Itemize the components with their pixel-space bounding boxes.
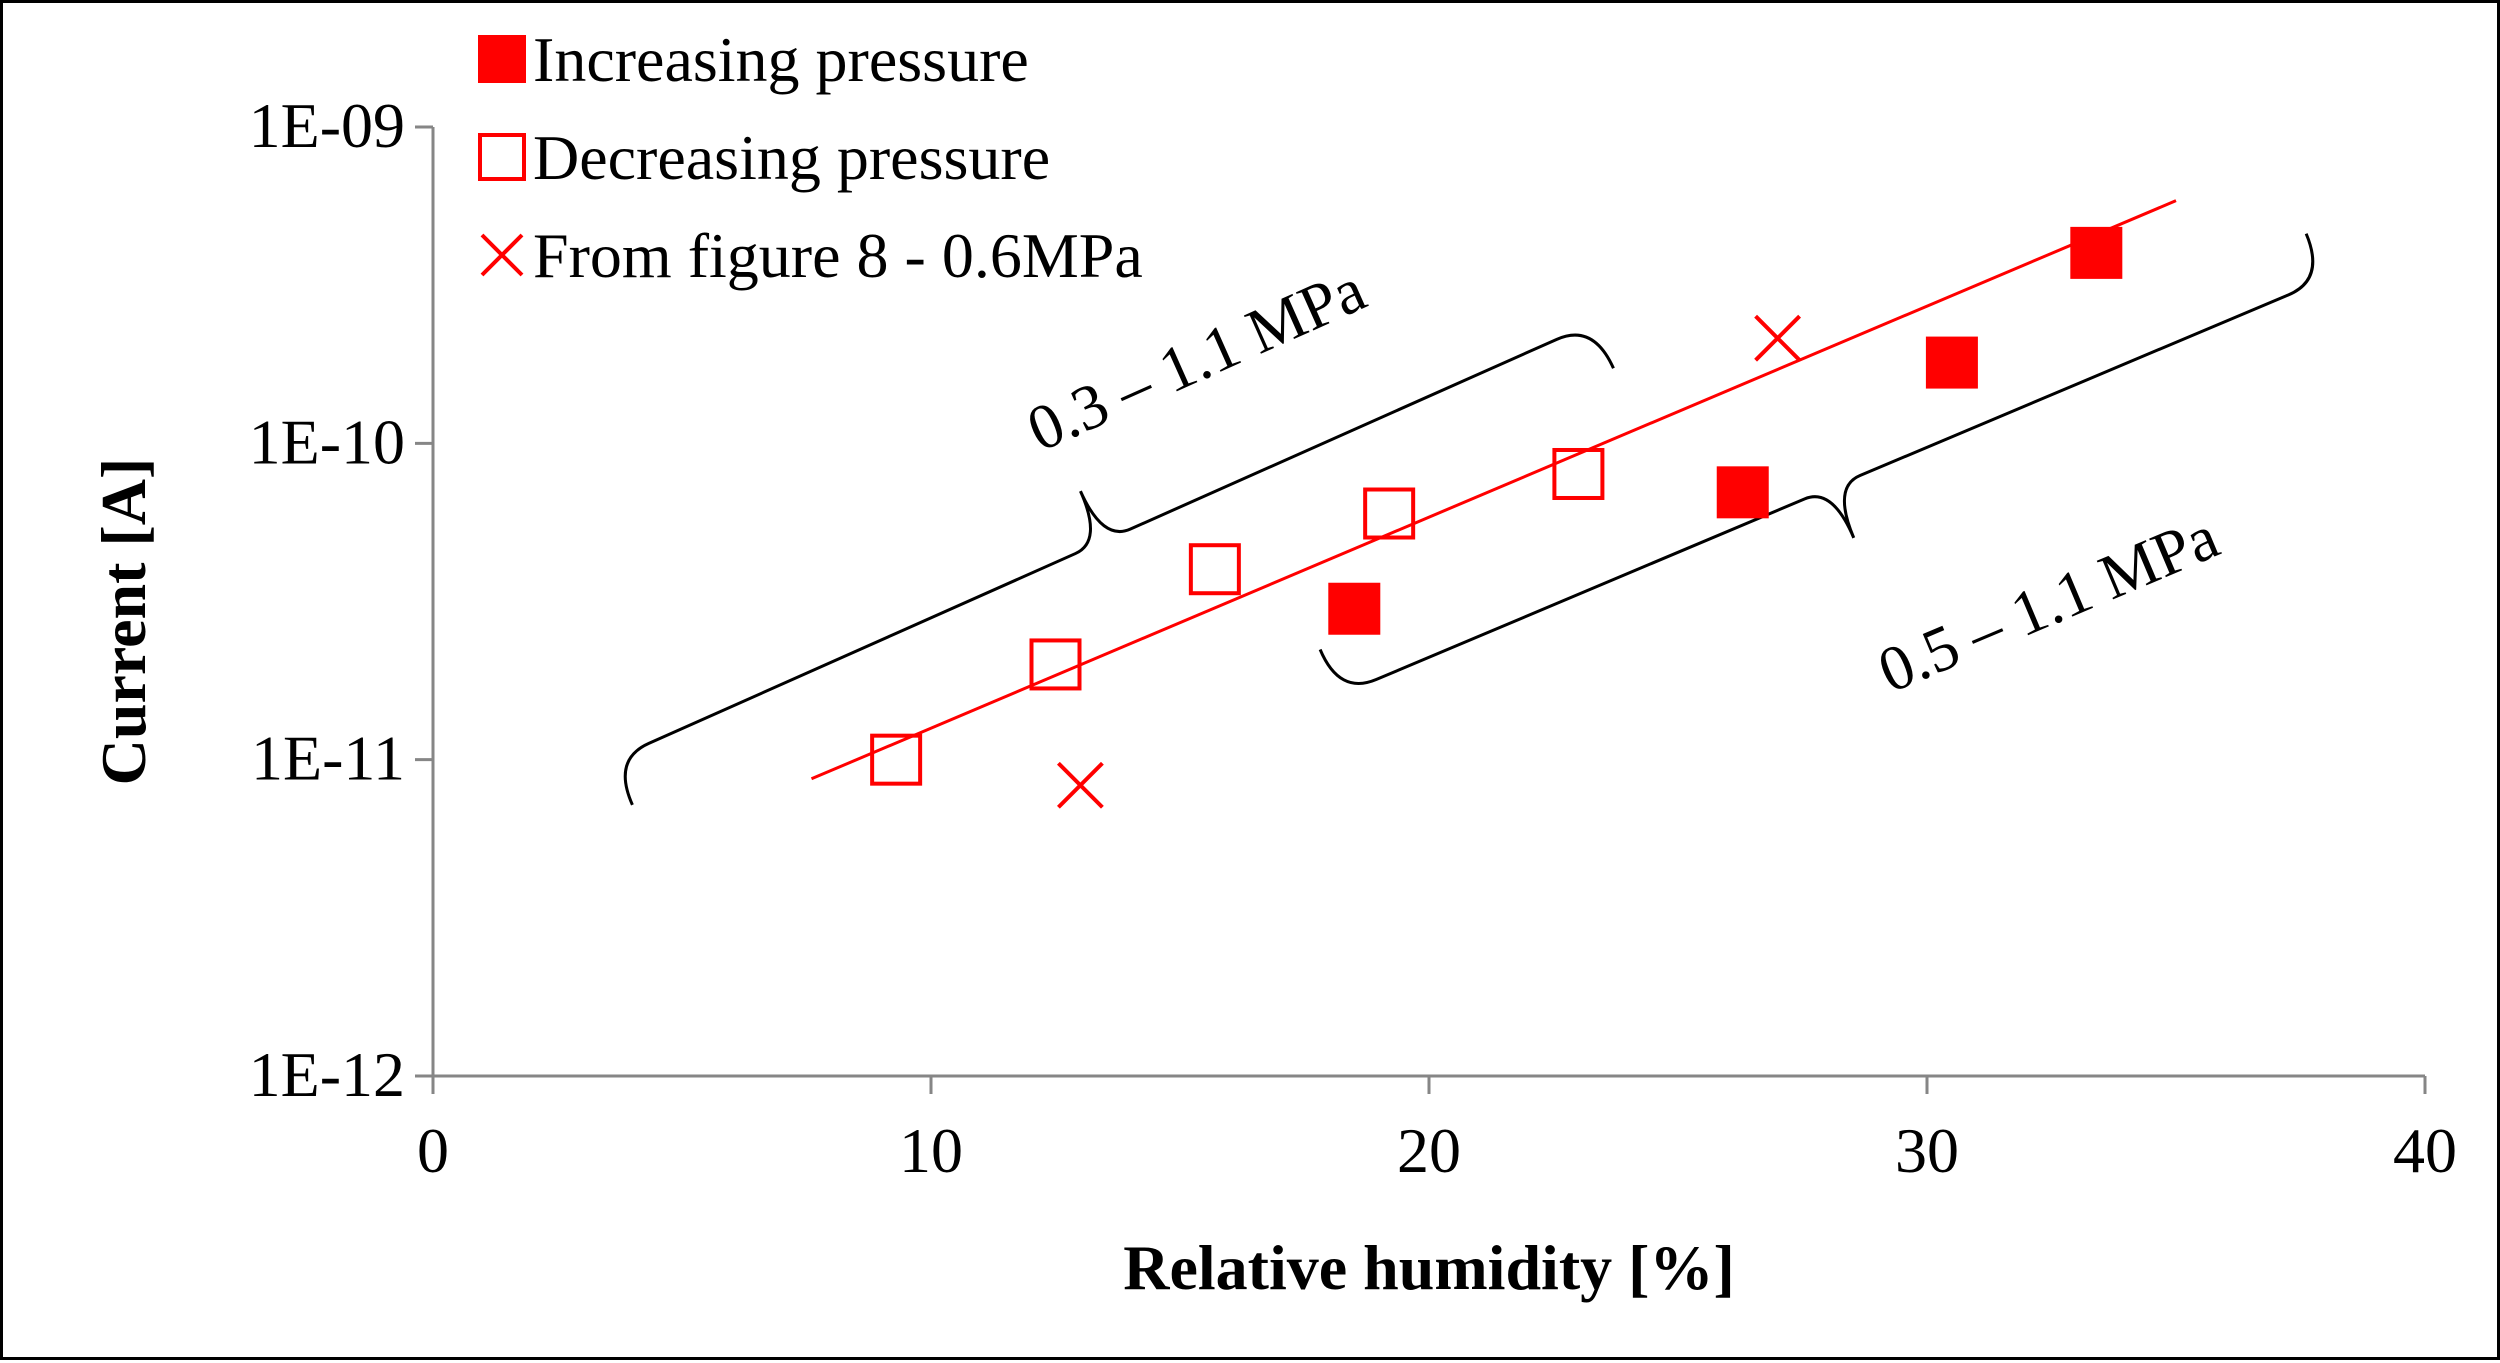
y-tick-label: 1E-11 [251, 723, 405, 794]
annotation-2: 0.5 – 1.1 MPa [1318, 233, 2315, 707]
x-tick-label: 0 [417, 1115, 449, 1186]
data-point [1925, 336, 1978, 389]
data-marks [870, 226, 2123, 809]
x-tick-label: 30 [1895, 1115, 1959, 1186]
data-point [1188, 543, 1241, 596]
y-ticks: 1E-12 1E-11 1E-10 1E-09 [249, 90, 433, 1110]
bracket [623, 333, 1615, 806]
x-axis-title: Relative humidity [%] [1123, 1232, 1735, 1303]
legend-label: From figure 8 - 0.6MPa [533, 220, 1143, 291]
annotation-label: 0.5 – 1.1 MPa [1868, 501, 2228, 707]
legend-label: Increasing pressure [533, 24, 1029, 95]
data-point [1754, 314, 1802, 362]
axes: 1E-12 1E-11 1E-10 1E-09 0 10 20 30 40 [249, 90, 2457, 1186]
legend-marker [480, 233, 524, 277]
y-axis-title: Current [A] [88, 458, 159, 786]
data-point [1363, 487, 1416, 540]
series-1 [1328, 226, 2123, 635]
x-tick-label: 40 [2393, 1115, 2457, 1186]
data-point [1029, 638, 1082, 691]
data-point [1328, 582, 1381, 635]
legend-marker [478, 35, 526, 83]
data-point [2070, 226, 2123, 279]
legend-label: Decreasing pressure [533, 122, 1050, 193]
scatter-chart: 1E-12 1E-11 1E-10 1E-09 0 10 20 30 40 Relative … [88, 24, 2457, 1303]
x-ticks: 0 10 20 30 40 [417, 1076, 2457, 1186]
bracket [1318, 233, 2315, 685]
annotations: 0.3 – 1.1 MPa 0.5 – 1.1 MPa [623, 233, 2315, 806]
y-tick-label: 1E-10 [249, 406, 405, 477]
data-point [1716, 466, 1769, 519]
series-3 [1056, 314, 1802, 809]
data-point [1552, 447, 1605, 500]
x-tick-label: 10 [899, 1115, 963, 1186]
y-tick-label: 1E-12 [249, 1039, 405, 1110]
legend-marker [478, 133, 526, 181]
legend: Increasing pressure Decreasing pressure Fr… [478, 24, 1143, 291]
annotation-1: 0.3 – 1.1 MPa [623, 253, 1615, 806]
x-tick-label: 20 [1397, 1115, 1461, 1186]
data-point [1056, 761, 1104, 809]
data-point [870, 733, 923, 786]
trendline [810, 199, 2177, 781]
series-2 [870, 447, 1605, 786]
y-tick-label: 1E-09 [249, 90, 405, 161]
